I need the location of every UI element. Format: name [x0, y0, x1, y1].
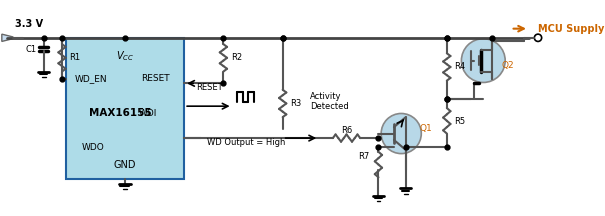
Text: Q2: Q2 — [502, 61, 514, 70]
Circle shape — [462, 39, 505, 83]
Text: Q1: Q1 — [419, 124, 432, 133]
Circle shape — [381, 113, 421, 154]
Text: MCU Supply: MCU Supply — [538, 24, 604, 34]
Text: WD Output = High: WD Output = High — [207, 138, 286, 147]
Text: C1: C1 — [25, 45, 36, 54]
Text: MAX16155: MAX16155 — [89, 108, 152, 118]
Text: RESET: RESET — [197, 83, 223, 92]
FancyBboxPatch shape — [66, 38, 184, 179]
Text: R7: R7 — [358, 152, 369, 161]
Text: R4: R4 — [454, 62, 465, 71]
Circle shape — [534, 34, 541, 41]
Text: WDO: WDO — [82, 143, 105, 152]
Text: WD_EN: WD_EN — [75, 74, 108, 83]
Text: $V_{CC}$: $V_{CC}$ — [116, 49, 134, 63]
Text: GND: GND — [114, 160, 136, 170]
Text: R6: R6 — [341, 126, 352, 135]
Text: RESET: RESET — [141, 74, 169, 83]
Text: R3: R3 — [290, 99, 301, 108]
Text: WDI: WDI — [139, 108, 157, 118]
Text: 3.3 V: 3.3 V — [15, 19, 43, 29]
Text: R5: R5 — [454, 117, 465, 126]
Text: R1: R1 — [70, 53, 80, 62]
Polygon shape — [2, 34, 13, 41]
Text: R2: R2 — [231, 53, 242, 62]
Text: Activity
Detected: Activity Detected — [310, 92, 349, 111]
